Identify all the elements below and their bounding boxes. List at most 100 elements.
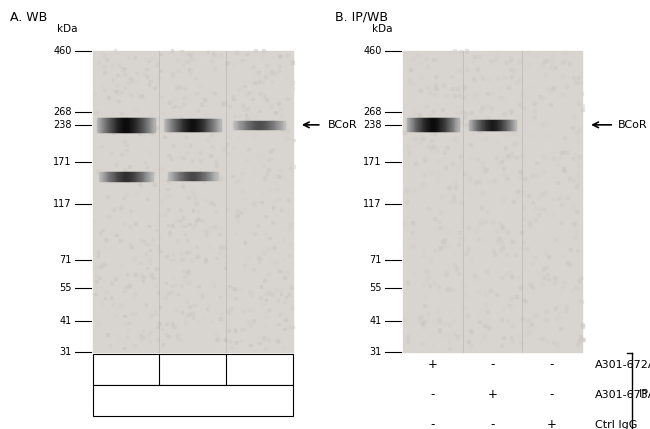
- Bar: [203, 317, 206, 319]
- Bar: [164, 58, 166, 60]
- Bar: [509, 246, 512, 249]
- Bar: [544, 59, 547, 62]
- Bar: [460, 263, 462, 266]
- Bar: [92, 385, 293, 416]
- Bar: [228, 340, 231, 343]
- Bar: [177, 334, 180, 336]
- Bar: [469, 192, 473, 195]
- Bar: [140, 120, 142, 123]
- Bar: [577, 102, 580, 105]
- Bar: [203, 326, 205, 328]
- Bar: [181, 216, 184, 219]
- Bar: [248, 291, 251, 293]
- Bar: [577, 142, 580, 145]
- Bar: [474, 91, 477, 94]
- Bar: [413, 188, 416, 191]
- Bar: [118, 306, 120, 308]
- Bar: [470, 148, 473, 151]
- Bar: [209, 117, 211, 119]
- Bar: [530, 236, 533, 239]
- Bar: [411, 245, 413, 248]
- Text: 238: 238: [363, 120, 382, 130]
- Bar: [425, 270, 428, 273]
- Bar: [145, 252, 148, 255]
- Bar: [196, 109, 199, 112]
- Bar: [512, 61, 515, 64]
- Bar: [223, 254, 226, 257]
- Bar: [501, 246, 504, 249]
- Bar: [578, 339, 580, 342]
- Bar: [103, 89, 105, 91]
- Bar: [485, 270, 488, 273]
- Bar: [536, 161, 538, 164]
- Bar: [158, 76, 161, 79]
- Bar: [127, 286, 129, 288]
- Bar: [125, 148, 128, 151]
- Bar: [463, 85, 466, 88]
- Bar: [551, 66, 553, 69]
- Bar: [254, 49, 257, 52]
- Bar: [491, 102, 495, 105]
- Bar: [175, 121, 177, 124]
- Bar: [187, 129, 189, 132]
- Bar: [561, 75, 564, 78]
- Bar: [448, 323, 451, 326]
- Bar: [424, 115, 426, 118]
- Bar: [272, 246, 275, 249]
- Bar: [551, 198, 554, 201]
- Bar: [222, 148, 225, 151]
- Bar: [457, 164, 460, 167]
- Bar: [242, 328, 245, 330]
- Bar: [257, 154, 259, 157]
- Bar: [154, 311, 157, 314]
- Bar: [434, 75, 437, 78]
- Bar: [485, 168, 488, 171]
- Bar: [465, 49, 468, 52]
- Bar: [419, 89, 422, 92]
- Bar: [545, 273, 549, 276]
- Bar: [188, 144, 191, 147]
- Bar: [105, 58, 108, 61]
- Bar: [510, 155, 514, 158]
- Bar: [434, 85, 436, 88]
- Bar: [413, 162, 417, 165]
- Bar: [270, 73, 272, 75]
- Bar: [174, 308, 177, 311]
- Bar: [151, 120, 154, 122]
- Bar: [274, 199, 276, 202]
- Bar: [498, 88, 501, 91]
- Bar: [562, 315, 566, 318]
- Bar: [522, 298, 525, 301]
- Bar: [468, 192, 471, 195]
- Bar: [94, 344, 96, 347]
- Bar: [92, 51, 293, 352]
- Bar: [291, 87, 294, 90]
- Text: kDa: kDa: [57, 24, 77, 33]
- Bar: [458, 272, 460, 275]
- Bar: [207, 303, 209, 305]
- Bar: [484, 304, 487, 307]
- Bar: [280, 293, 283, 295]
- Text: -: -: [550, 358, 554, 371]
- Bar: [214, 159, 217, 161]
- Bar: [233, 255, 235, 258]
- Bar: [213, 207, 215, 210]
- Bar: [562, 167, 566, 170]
- Bar: [544, 73, 547, 76]
- Bar: [502, 242, 505, 245]
- Bar: [410, 146, 412, 149]
- Bar: [279, 108, 281, 110]
- Bar: [210, 59, 213, 62]
- Bar: [480, 206, 483, 209]
- Bar: [249, 316, 252, 319]
- Bar: [120, 153, 123, 156]
- Bar: [515, 156, 517, 159]
- Bar: [404, 96, 407, 99]
- Bar: [244, 242, 246, 244]
- Bar: [153, 183, 156, 186]
- Bar: [520, 154, 523, 157]
- Bar: [256, 127, 259, 129]
- Bar: [434, 102, 436, 105]
- Bar: [546, 273, 549, 276]
- Bar: [434, 282, 436, 285]
